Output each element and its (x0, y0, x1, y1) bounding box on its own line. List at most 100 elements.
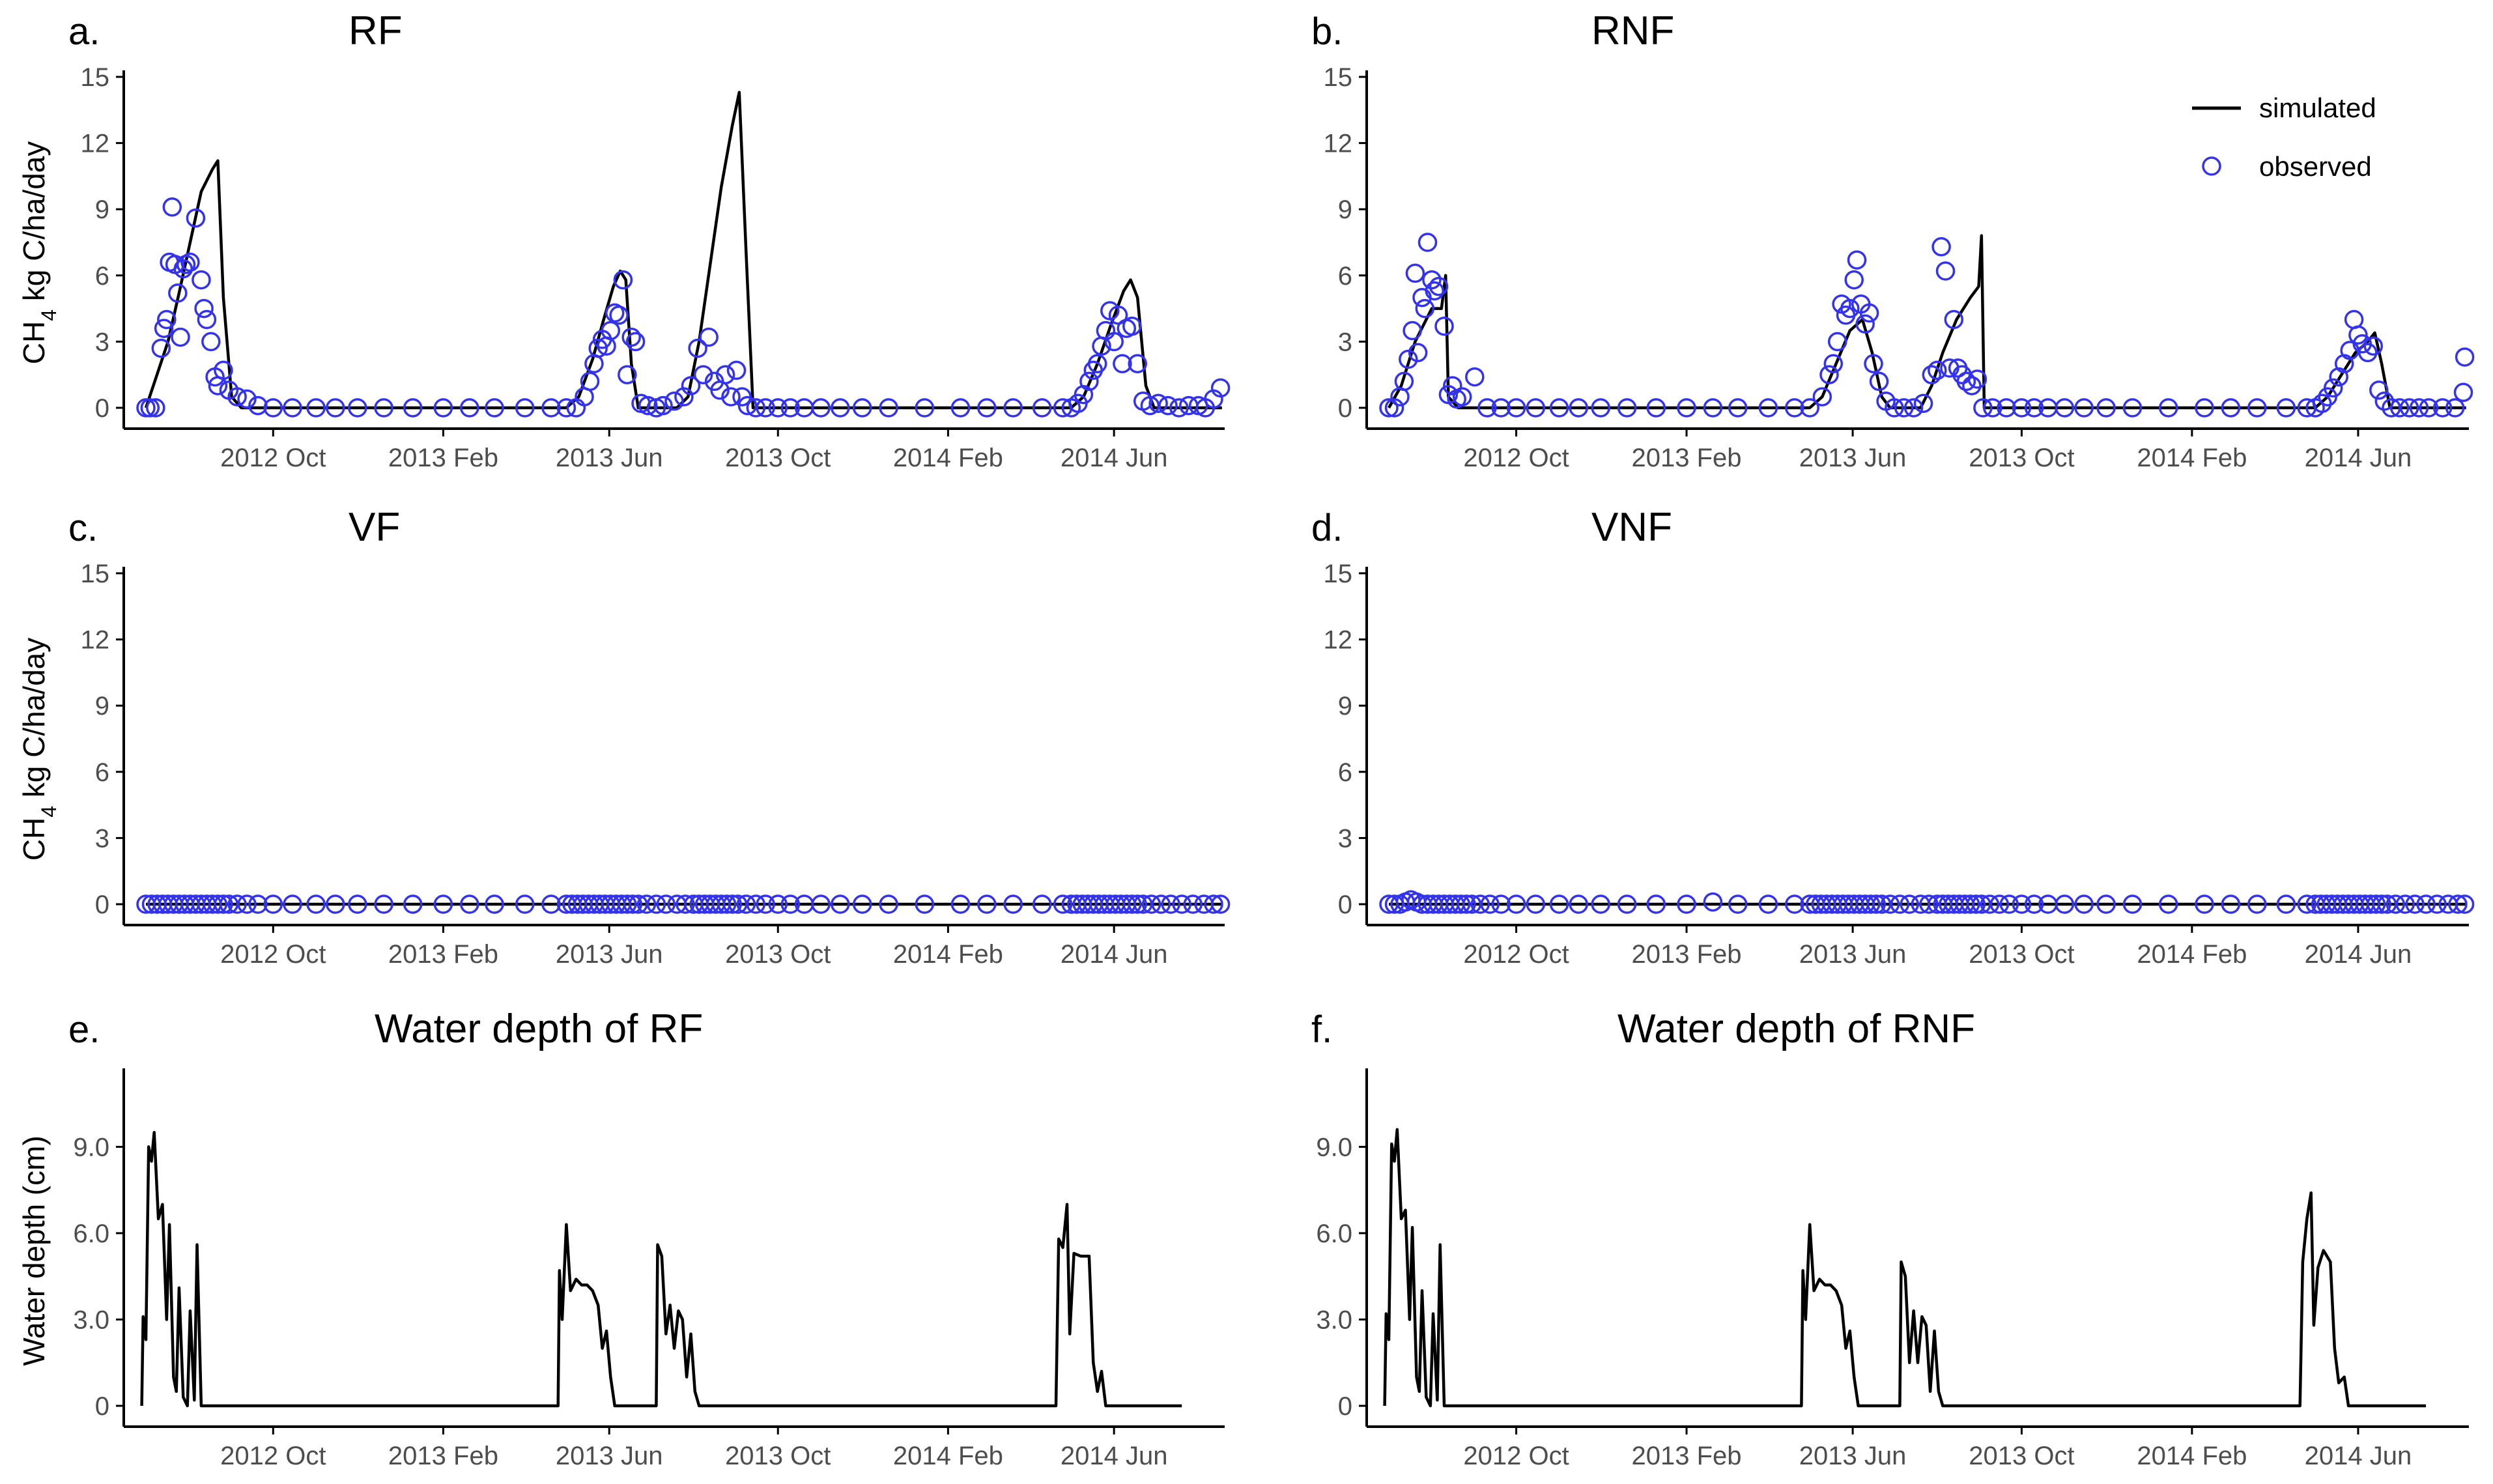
y-tick-label: 15 (81, 63, 110, 92)
observed-point (283, 398, 302, 418)
observed-point (1425, 281, 1444, 301)
observed-point (977, 894, 997, 914)
y-tick-label: 9 (1338, 692, 1352, 721)
observed-point (1844, 270, 1864, 290)
x-tick-label: 2012 Oct (1463, 1442, 1569, 1470)
observed-point (2416, 894, 2436, 914)
y-tick-label: 12 (81, 626, 110, 655)
observed-point (2195, 894, 2214, 914)
observed-point (1703, 398, 1723, 418)
panel-title: RNF (1591, 8, 1674, 53)
observed-point (146, 398, 165, 418)
observed-point (1151, 894, 1171, 914)
observed-point (2074, 894, 2094, 914)
observed-point (1646, 398, 1666, 418)
observed-point (625, 332, 646, 352)
panel-d: d. VNF 0 3 6 9 12 15 2012 Oct 2013 Feb 2013 Jun 201… (1311, 505, 2475, 969)
observed-point (1549, 398, 1569, 418)
observed-point (227, 387, 247, 407)
observed-point (2386, 894, 2406, 914)
panel-label: d. (1311, 507, 1343, 549)
y-tick-label: 6.0 (73, 1220, 109, 1248)
observed-point (2432, 398, 2453, 418)
observed-point (1526, 894, 1546, 914)
y-tick-label: 12 (1324, 130, 1353, 158)
observed-point (2122, 398, 2143, 418)
x-tick-label: 2014 Jun (2305, 1442, 2412, 1470)
x-tick-label: 2013 Jun (556, 940, 663, 969)
y-tick-label: 3 (1338, 328, 1352, 356)
observed-point (2427, 894, 2447, 914)
observed-point (306, 894, 326, 914)
observed-point (1141, 894, 1161, 914)
observed-point (1003, 894, 1023, 914)
observed-point (168, 283, 188, 303)
y-tick-label: 9 (1338, 195, 1352, 224)
x-tick-label: 2013 Jun (556, 444, 663, 472)
observed-point (1956, 371, 1976, 392)
observed-point (1591, 398, 1610, 418)
observed-point (852, 398, 872, 418)
observed-point (638, 395, 658, 416)
observed-point (186, 208, 206, 228)
y-tick-label: 9.0 (1316, 1133, 1352, 1162)
observed-point (1758, 894, 1778, 914)
observed-point (214, 360, 233, 380)
y-axis-label: Water depth (cm) (17, 1135, 51, 1366)
observed-point (646, 894, 666, 914)
y-axis-label-sub: 4 (37, 806, 61, 818)
observed-point (2195, 398, 2214, 418)
observed-point (656, 894, 676, 914)
observed-point (2344, 309, 2364, 330)
observed-point (831, 398, 850, 418)
observed-point (2366, 894, 2386, 914)
x-tick-label: 2014 Feb (2137, 940, 2247, 969)
observed-point (374, 398, 393, 418)
observed-point (1161, 894, 1180, 914)
observed-point (180, 252, 200, 272)
observed-point (768, 894, 788, 914)
observed-point (681, 376, 701, 395)
observed-point (1506, 398, 1526, 418)
y-tick-label: 6 (1338, 758, 1352, 787)
observed-point (541, 894, 561, 914)
x-tick-label: 2012 Oct (220, 940, 326, 969)
observed-point (2323, 378, 2343, 398)
observed-point (1827, 332, 1847, 352)
observed-point (1646, 894, 1666, 914)
observed-point (2221, 398, 2241, 418)
observed-point (1477, 398, 1497, 418)
observed-point (2024, 398, 2044, 418)
observed-point (756, 398, 775, 418)
observed-point (1491, 894, 1511, 914)
observed-point (162, 197, 182, 217)
observed-point (2024, 894, 2044, 914)
observed-point (2247, 398, 2267, 418)
panel-f: f. Water depth of RNF 0 3.0 6.0 9.0 2012 Oct 20… (1311, 1006, 2469, 1470)
observed-point (1210, 378, 1231, 398)
observed-point (1869, 371, 1889, 392)
observed-point (1617, 398, 1637, 418)
observed-point (1677, 398, 1696, 418)
observed-point (1443, 376, 1462, 395)
observed-point (768, 398, 788, 418)
observed-point (1452, 387, 1472, 407)
observed-point (192, 270, 211, 290)
observed-point (485, 894, 504, 914)
observed-point (403, 398, 423, 418)
observed-point (2395, 894, 2415, 914)
observed-point (1457, 894, 1476, 914)
observed-point (1480, 894, 1500, 914)
observed-point (460, 894, 479, 914)
observed-point (433, 894, 453, 914)
y-tick-label: 0 (95, 891, 109, 919)
observed-point (1900, 894, 1919, 914)
observed-point (1973, 398, 1993, 418)
observed-point (1158, 395, 1178, 416)
observed-point (915, 398, 935, 418)
observed-point (1967, 369, 1987, 389)
observed-point (1569, 894, 1588, 914)
panel-title: Water depth of RF (375, 1006, 703, 1051)
x-tick-label: 2014 Feb (2137, 444, 2247, 472)
y-tick-label: 3.0 (1316, 1306, 1352, 1334)
